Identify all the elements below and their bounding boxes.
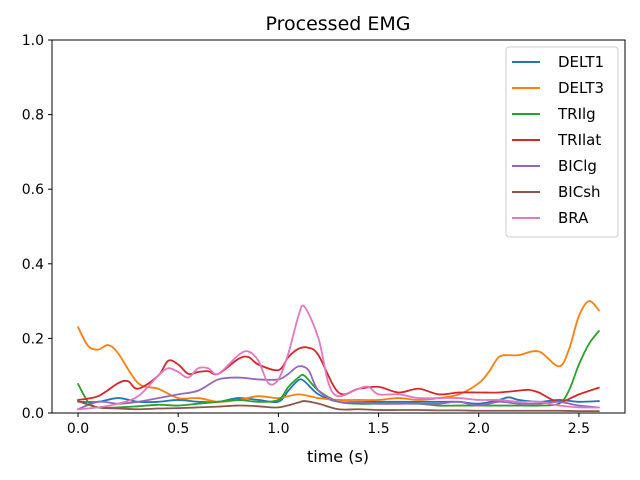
y-tick-label: 0.4 bbox=[22, 257, 44, 273]
x-axis-ticks: 0.0 0.5 1.0 1.5 2.0 2.5 bbox=[67, 413, 590, 437]
x-tick-label: 0.0 bbox=[67, 421, 89, 437]
series-line-bicsh bbox=[77, 400, 600, 413]
legend-box bbox=[505, 46, 619, 238]
y-tick-label: 0.2 bbox=[22, 331, 44, 347]
chart-title: Processed EMG bbox=[266, 13, 411, 35]
y-axis-ticks: 0.0 0.2 0.4 0.6 0.8 1.0 bbox=[22, 33, 52, 422]
x-tick-label: 2.0 bbox=[468, 421, 490, 437]
series-line-biclg bbox=[77, 365, 600, 411]
plot-lines bbox=[77, 300, 600, 413]
series-line-trilat bbox=[77, 346, 600, 403]
x-tick-label: 1.0 bbox=[267, 421, 289, 437]
x-tick-label: 2.5 bbox=[568, 421, 590, 437]
legend-label-biclg: BIClg bbox=[558, 157, 597, 175]
y-tick-label: 0.6 bbox=[22, 182, 44, 198]
legend-label-bra: BRA bbox=[558, 209, 589, 227]
y-tick-label: 1.0 bbox=[22, 33, 44, 49]
y-tick-label: 0.0 bbox=[22, 406, 44, 422]
series-line-bra bbox=[77, 304, 600, 411]
legend-label-trilg: TRIlg bbox=[557, 105, 596, 123]
legend: DELT1 DELT3 TRIlg TRIlat BIClg BICsh BRA bbox=[505, 46, 619, 238]
legend-label-bicsh: BICsh bbox=[558, 183, 601, 201]
legend-label-delt1: DELT1 bbox=[558, 53, 604, 71]
legend-label-trilat: TRIlat bbox=[557, 131, 601, 149]
plot-frame bbox=[51, 39, 626, 414]
legend-label-delt3: DELT3 bbox=[558, 79, 604, 97]
x-tick-label: 1.5 bbox=[367, 421, 389, 437]
y-tick-label: 0.8 bbox=[22, 108, 44, 124]
x-tick-label: 0.5 bbox=[167, 421, 189, 437]
x-axis-label: time (s) bbox=[307, 447, 369, 466]
